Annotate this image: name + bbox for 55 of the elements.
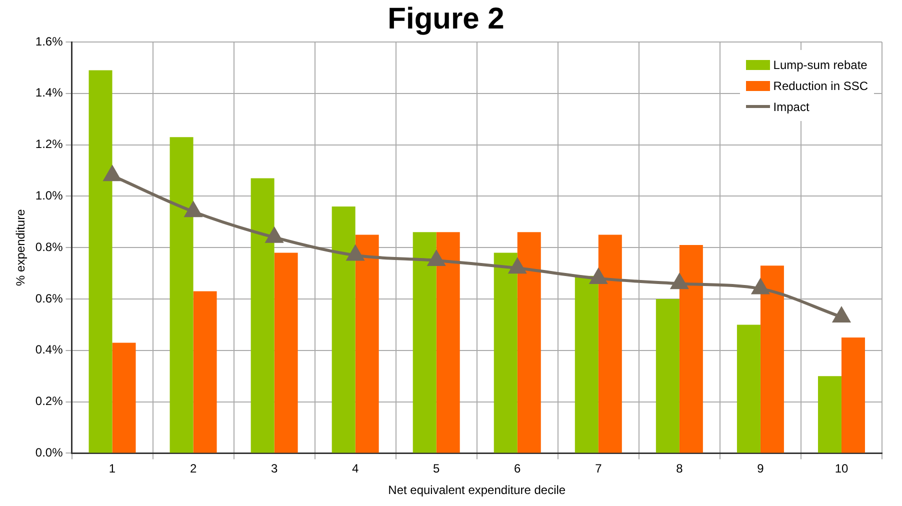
bar bbox=[193, 291, 217, 453]
point bbox=[266, 228, 283, 243]
bar bbox=[598, 234, 622, 453]
bar bbox=[332, 206, 356, 453]
x-tick-label: 6 bbox=[514, 462, 522, 476]
x-tick-label: 10 bbox=[834, 462, 848, 476]
point bbox=[508, 258, 526, 274]
y-tick-label: 0.4% bbox=[35, 342, 64, 357]
point bbox=[346, 246, 364, 261]
x-tick-label: 7 bbox=[595, 462, 602, 476]
point bbox=[833, 307, 850, 322]
bar bbox=[170, 137, 194, 453]
bar bbox=[436, 232, 460, 453]
x-tick-label: 4 bbox=[352, 462, 359, 476]
x-tick-label: 1 bbox=[108, 462, 116, 476]
y-tick-label: 0.2% bbox=[35, 394, 64, 408]
point bbox=[104, 166, 121, 182]
y-tick-label: 1.4% bbox=[35, 86, 64, 100]
bar bbox=[494, 252, 518, 453]
legend-label: Lump-sum rebate bbox=[773, 58, 868, 72]
y-tick-label: 1.6% bbox=[35, 34, 64, 48]
bar bbox=[656, 299, 680, 453]
point bbox=[671, 274, 688, 290]
x-tick-label: 5 bbox=[433, 462, 440, 476]
bar bbox=[250, 178, 274, 453]
bar bbox=[736, 324, 760, 453]
y-tick-label: 0.8% bbox=[35, 240, 64, 254]
bar bbox=[818, 376, 842, 453]
bar bbox=[88, 70, 112, 453]
legend-label: Impact bbox=[773, 100, 810, 114]
bar bbox=[760, 266, 784, 453]
bar bbox=[679, 245, 703, 453]
y-tick-label: 1.2% bbox=[35, 137, 64, 152]
point bbox=[590, 268, 607, 284]
point bbox=[184, 202, 202, 218]
x-tick-label: 3 bbox=[270, 462, 278, 476]
x-axis-title: Net equivalent expenditure decile bbox=[388, 483, 566, 498]
bar bbox=[574, 276, 598, 453]
point bbox=[752, 279, 769, 294]
y-tick-label: 1.0% bbox=[35, 188, 64, 203]
y-tick-label: 0.0% bbox=[35, 446, 64, 460]
x-tick-label: 9 bbox=[757, 462, 764, 476]
bar bbox=[112, 342, 136, 453]
bar bbox=[274, 252, 298, 453]
bar bbox=[412, 232, 436, 453]
bar bbox=[355, 234, 379, 453]
chart-title: Figure 2 bbox=[388, 2, 504, 36]
point bbox=[428, 250, 445, 266]
bar bbox=[517, 232, 541, 453]
x-tick-label: 2 bbox=[190, 462, 197, 476]
x-tick-label: 8 bbox=[676, 462, 684, 476]
y-axis-title: % expenditure bbox=[14, 208, 28, 286]
legend-label: Reduction in SSC bbox=[773, 78, 868, 92]
bar bbox=[841, 338, 865, 453]
y-tick-label: 0.6% bbox=[35, 291, 64, 306]
